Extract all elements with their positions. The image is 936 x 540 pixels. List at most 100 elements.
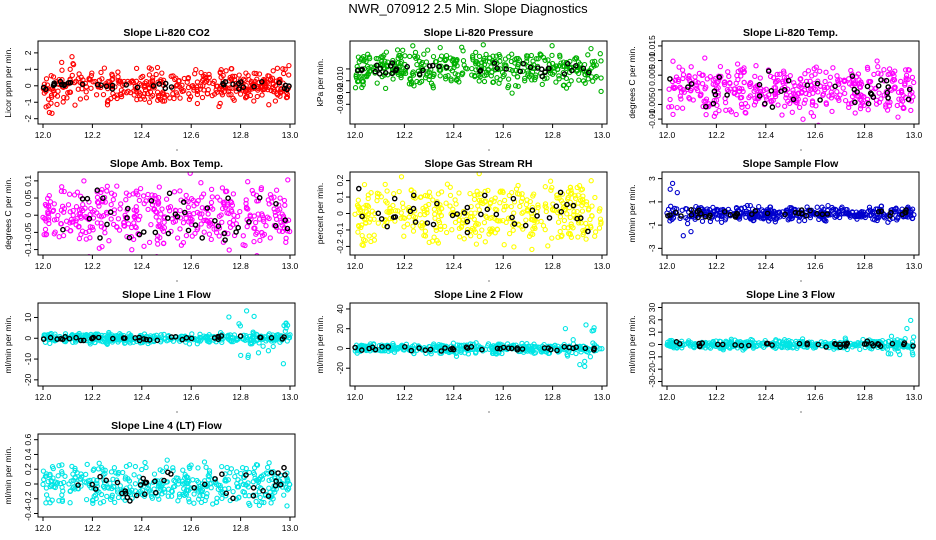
data-point-all — [780, 341, 786, 348]
data-point-all — [583, 322, 589, 328]
data-point-all — [56, 234, 62, 240]
data-point-all — [83, 471, 89, 478]
data-point-selected — [678, 213, 684, 219]
data-point-selected — [95, 334, 102, 341]
x-tick-label: 12.6 — [495, 261, 512, 271]
data-point-all — [842, 90, 848, 97]
data-point-all — [110, 197, 116, 203]
data-point-all — [59, 203, 66, 209]
data-point-all — [125, 88, 131, 94]
data-point-selected — [215, 223, 222, 229]
data-point-all — [42, 201, 49, 208]
data-point-selected — [272, 482, 279, 489]
data-point-all — [850, 76, 856, 82]
data-point-selected — [561, 343, 568, 350]
data-point-selected — [199, 235, 205, 241]
data-point-all — [394, 47, 401, 53]
data-point-all — [881, 78, 887, 84]
data-point-all — [700, 103, 706, 110]
data-point-all — [733, 204, 740, 211]
data-point-all — [369, 208, 375, 214]
data-point-all — [752, 84, 759, 90]
data-point-all — [679, 207, 685, 213]
data-point-all — [204, 491, 210, 497]
data-point-all — [398, 74, 404, 81]
data-point-all — [185, 74, 192, 81]
data-point-selected — [215, 333, 221, 340]
data-point-all — [798, 76, 804, 82]
data-point-all — [528, 52, 535, 59]
x-tick-label: 12.4 — [134, 392, 151, 402]
data-point-all — [830, 206, 837, 212]
data-point-selected — [66, 335, 73, 342]
data-point-all — [820, 92, 826, 98]
data-point-all — [59, 469, 65, 475]
data-point-all — [666, 86, 672, 92]
data-point-all — [383, 49, 390, 55]
y-axis-label: degrees C per min. — [627, 46, 637, 118]
data-point-all — [279, 222, 285, 228]
data-point-selected — [148, 197, 155, 204]
data-point-all — [495, 218, 501, 224]
data-point-all — [88, 205, 94, 212]
data-point-all — [805, 68, 812, 74]
data-point-all — [417, 223, 423, 229]
data-point-all — [115, 216, 122, 222]
x-tick-label: 12.0 — [35, 261, 52, 271]
data-point-all — [243, 482, 249, 488]
data-point-selected — [410, 205, 417, 212]
data-point-all — [540, 223, 547, 229]
data-point-selected — [416, 345, 422, 351]
data-point-all — [244, 93, 250, 100]
data-point-all — [161, 91, 167, 97]
x-tick-label: 13.0 — [906, 130, 923, 140]
data-point-all — [251, 70, 257, 76]
data-point-all — [188, 196, 195, 202]
x-tick-label: 12.6 — [807, 130, 824, 140]
data-point-selected — [250, 492, 257, 499]
data-point-selected — [752, 208, 759, 214]
data-point-all — [282, 202, 288, 208]
data-point-all — [127, 484, 133, 490]
data-point-all — [60, 232, 67, 239]
data-point-selected — [706, 214, 712, 220]
data-point-all — [155, 478, 161, 484]
data-point-all — [366, 210, 372, 217]
data-point-selected — [162, 80, 169, 87]
data-point-selected — [378, 216, 385, 222]
data-point-selected — [382, 70, 389, 76]
data-point-all — [471, 196, 478, 203]
data-point-all — [114, 224, 120, 230]
data-point-all — [234, 469, 240, 475]
data-point-selected — [393, 66, 400, 72]
data-point-all — [476, 233, 483, 240]
data-point-all — [64, 95, 70, 101]
data-point-selected — [558, 208, 565, 215]
data-point-all — [390, 202, 396, 209]
y-tick-label: 0 — [23, 83, 33, 88]
data-point-all — [714, 216, 721, 222]
data-point-all — [220, 72, 226, 79]
data-point-all — [359, 84, 365, 91]
data-point-selected — [352, 344, 358, 351]
data-point-all — [545, 243, 551, 249]
data-point-all — [851, 213, 858, 219]
data-point-all — [774, 71, 780, 78]
data-point-all — [231, 97, 237, 103]
data-point-all — [783, 95, 789, 101]
data-point-all — [590, 61, 596, 68]
data-point-all — [155, 194, 162, 201]
data-point-all — [883, 102, 889, 108]
data-point-all — [884, 213, 890, 219]
data-point-all — [396, 52, 402, 59]
data-point-all — [179, 82, 185, 88]
data-point-all — [752, 95, 758, 101]
data-point-selected — [172, 333, 179, 340]
data-point-all — [364, 73, 370, 80]
data-point-all — [431, 72, 437, 78]
data-point-all — [880, 213, 887, 220]
data-point-all — [243, 70, 249, 76]
data-point-all — [257, 494, 263, 501]
data-point-all — [747, 83, 753, 90]
data-point-all — [472, 222, 479, 228]
